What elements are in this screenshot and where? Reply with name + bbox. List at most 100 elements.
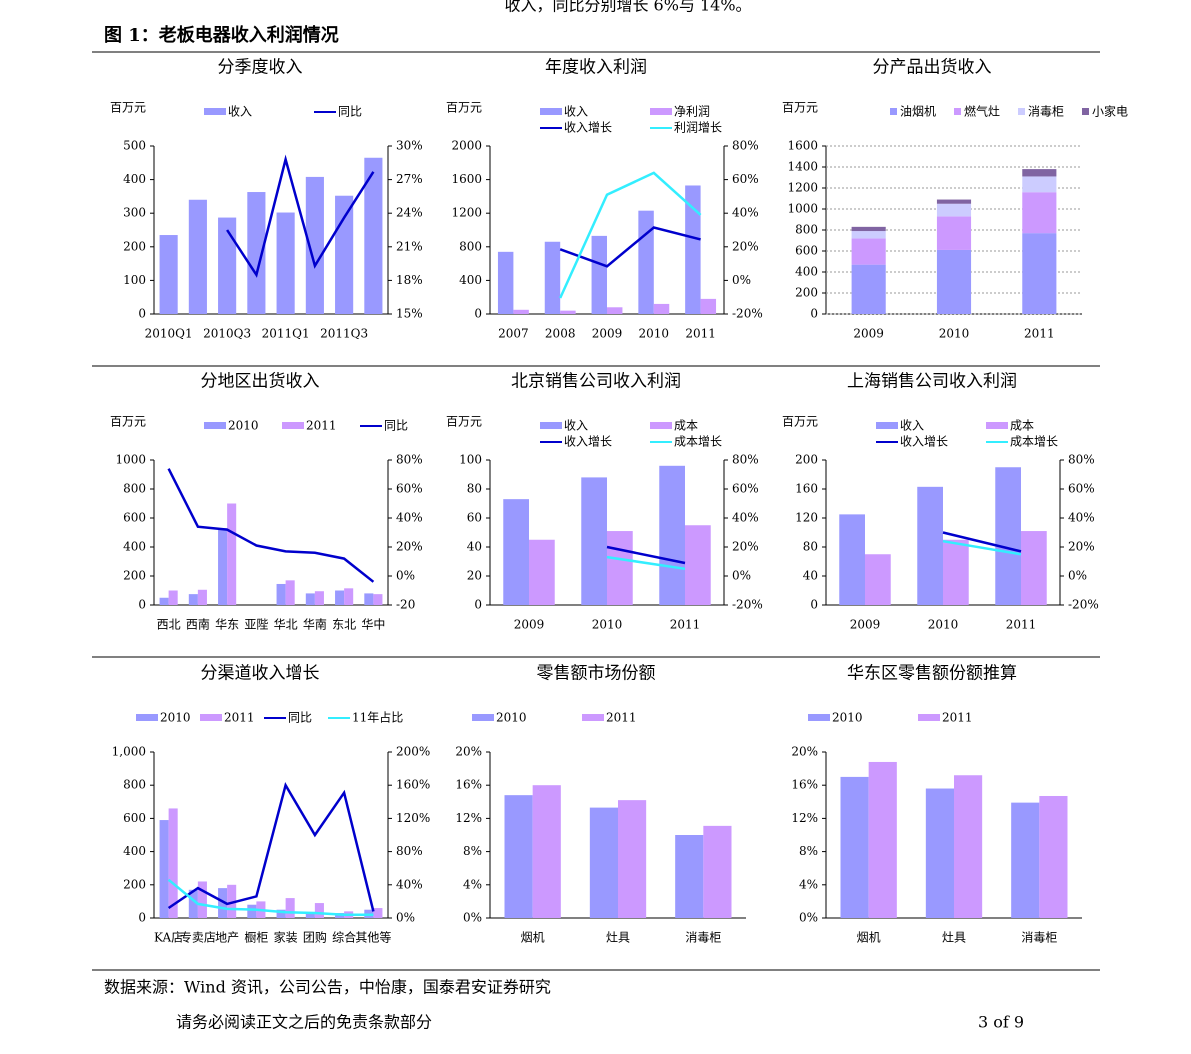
bar-segment — [1022, 233, 1057, 314]
bar — [589, 807, 618, 918]
bar — [247, 192, 266, 314]
bar-segment — [851, 231, 886, 239]
y-tick-label: 1000 — [115, 453, 146, 467]
x-tick-label: 东北 — [332, 618, 356, 632]
bar — [305, 593, 315, 605]
bar — [373, 594, 383, 605]
y-tick-label: 80 — [803, 540, 818, 554]
chart-title: 分渠道收入增长 — [201, 664, 320, 684]
bar-segment — [851, 226, 886, 232]
bar — [314, 903, 324, 918]
bar — [1021, 531, 1047, 605]
line-series — [167, 781, 375, 912]
y-tick-label: 0 — [810, 307, 818, 321]
bar — [840, 776, 869, 918]
x-tick-label: 亚陛 — [244, 617, 268, 632]
legend-label: 收入 — [900, 419, 924, 433]
y2-tick-label: 20% — [396, 540, 423, 554]
bar — [218, 528, 228, 605]
y2-tick-label: 200% — [396, 745, 430, 759]
x-tick-label: 2009 — [853, 327, 884, 341]
source: 数据来源：Wind 资讯，公司公告，中怡康，国泰君安证券研究 — [104, 978, 551, 997]
y2-tick-label: 20% — [1068, 540, 1095, 554]
y2-tick-label: -20% — [732, 598, 763, 612]
bar — [188, 594, 198, 605]
bar — [1011, 802, 1040, 918]
bar — [159, 597, 169, 605]
line-series — [559, 171, 702, 299]
y-tick-label: 400 — [123, 540, 146, 554]
y-tick-label: 0 — [810, 598, 818, 612]
bar — [618, 800, 647, 918]
legend-swatch — [204, 422, 226, 429]
y-tick-label: 1200 — [787, 181, 818, 195]
x-tick-label: 灶具 — [606, 931, 630, 945]
x-tick-label: 2010 — [639, 327, 670, 341]
legend-label: 同比 — [384, 419, 408, 433]
bar — [188, 199, 207, 314]
y-tick-label: 4% — [463, 877, 482, 891]
legend-swatch — [986, 422, 1008, 429]
bar — [197, 881, 207, 918]
legend-swatch — [540, 108, 562, 115]
y2-tick-label: -20% — [732, 307, 763, 321]
header-text: 收入，同比分别增长 6%与 14%。 — [504, 0, 751, 15]
legend-swatch — [876, 422, 898, 429]
y2-tick-label: 40% — [396, 877, 423, 891]
y2-tick-label: 80% — [732, 139, 759, 153]
y-tick-label: 2000 — [451, 139, 482, 153]
x-tick-label: 2009 — [592, 327, 623, 341]
y2-tick-label: 120% — [396, 811, 430, 825]
y-tick-label: 600 — [795, 244, 818, 258]
bar-segment — [936, 199, 972, 204]
y-tick-label: 160 — [795, 482, 818, 496]
figure-title: 图 1：老板电器收入利润情况 — [104, 24, 339, 46]
chart-title: 华东区零售额份额推算 — [847, 664, 1017, 684]
legend-label: 2011 — [942, 711, 973, 725]
bar — [865, 554, 891, 605]
bar — [247, 904, 257, 918]
bar — [314, 591, 324, 605]
legend-label: 成本 — [674, 419, 698, 433]
bar — [675, 835, 704, 918]
y2-tick-label: 80% — [1068, 453, 1095, 467]
y-tick-label: 200 — [123, 877, 146, 891]
x-tick-label: 消毒柜 — [1021, 931, 1057, 945]
y-tick-label: 40 — [803, 569, 818, 583]
bar — [218, 888, 228, 918]
bar — [285, 898, 295, 918]
legend-label: 2010 — [160, 711, 191, 725]
y-tick-label: 8% — [463, 844, 482, 858]
y-tick-label: 200 — [795, 286, 818, 300]
legend-swatch — [954, 108, 961, 115]
legend-swatch — [650, 108, 672, 115]
y-tick-label: 400 — [459, 273, 482, 287]
y-unit-label: 百万元 — [782, 415, 818, 429]
x-tick-label: 2011Q1 — [262, 327, 310, 341]
bar — [917, 486, 943, 605]
y2-tick-label: 40% — [396, 511, 423, 525]
bar — [497, 251, 514, 314]
y-tick-label: 400 — [123, 172, 146, 186]
bar — [159, 235, 178, 314]
y-tick-label: 1600 — [451, 172, 482, 186]
legend-swatch — [472, 714, 494, 721]
line-series — [559, 226, 701, 268]
bar-segment — [1022, 176, 1057, 193]
bar — [168, 808, 178, 918]
y-tick-label: 0 — [138, 598, 146, 612]
x-tick-label: 2010Q3 — [203, 327, 251, 341]
y-tick-label: 100 — [123, 273, 146, 287]
bar — [227, 884, 237, 918]
y2-tick-label: 0% — [732, 569, 751, 583]
bar — [276, 909, 286, 918]
bar-segment — [851, 238, 886, 265]
y2-tick-label: 20% — [732, 239, 759, 253]
y2-tick-label: 60% — [732, 172, 759, 186]
y-tick-label: 12% — [791, 811, 818, 825]
y-tick-label: 1200 — [451, 206, 482, 220]
line-series — [606, 545, 686, 565]
legend-swatch — [1018, 108, 1025, 115]
chart-title: 分产品出货收入 — [873, 58, 992, 78]
y-tick-label: 0 — [138, 911, 146, 925]
